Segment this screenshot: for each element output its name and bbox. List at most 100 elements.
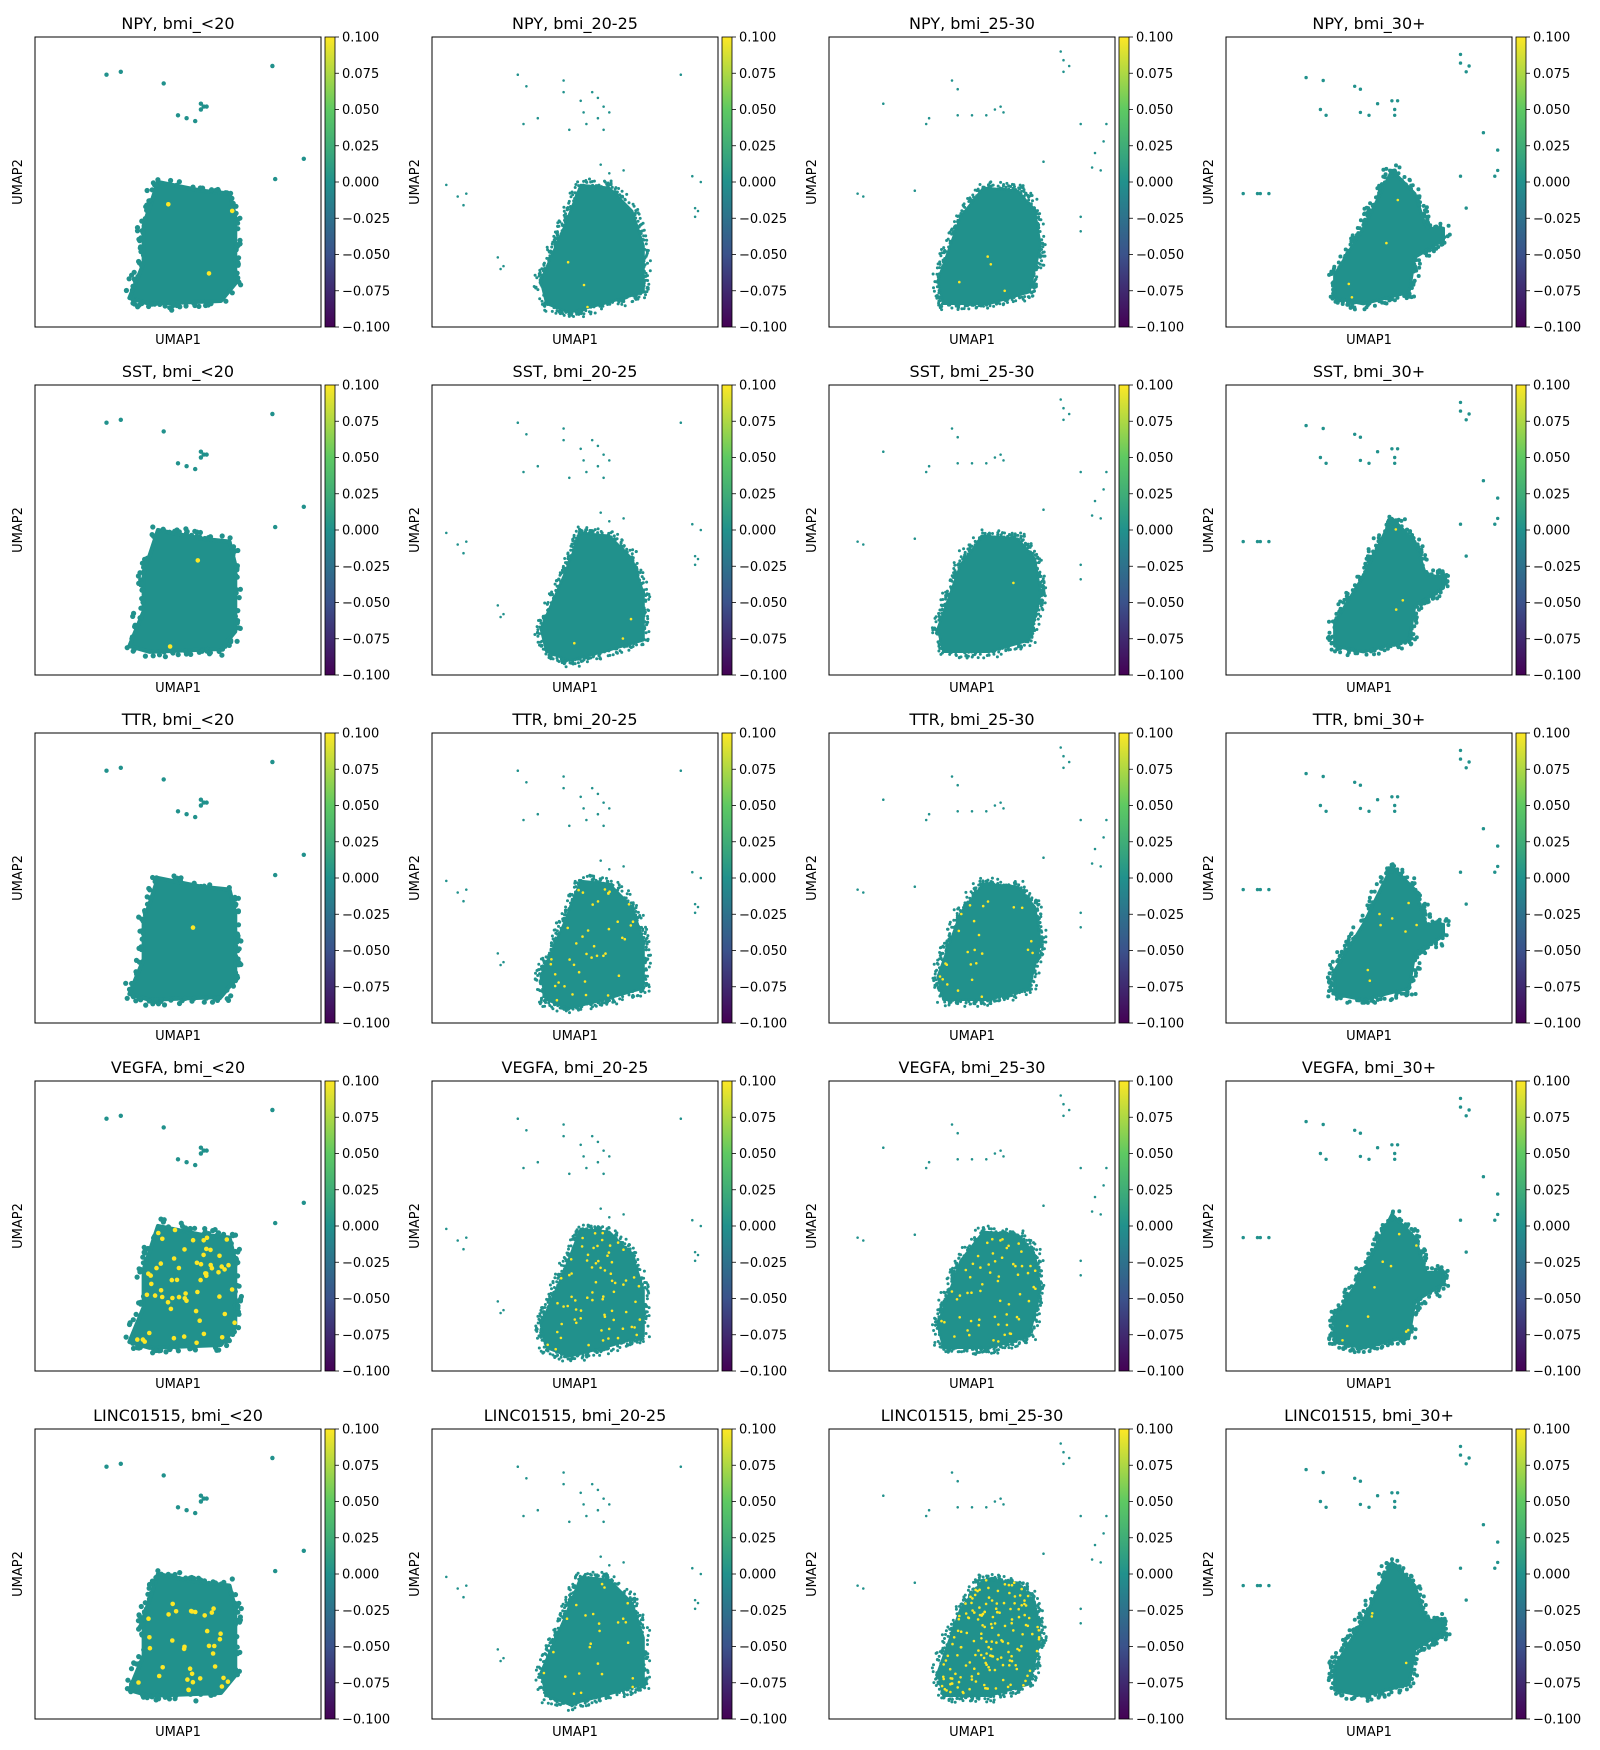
cell-point — [1401, 1341, 1406, 1346]
cell-point — [223, 1338, 229, 1344]
cell-point — [555, 589, 559, 593]
cell-point — [539, 1331, 543, 1335]
cell-point — [1423, 208, 1428, 213]
cell-point — [1372, 889, 1377, 894]
cell-point — [644, 945, 648, 949]
expressed-cell — [229, 208, 235, 214]
colorbar: 0.1000.0750.0500.0250.000−0.025−0.050−0.… — [324, 727, 390, 1032]
cell-point — [229, 290, 235, 296]
cell-point — [934, 620, 938, 624]
cell-point — [1422, 1255, 1427, 1260]
cell-point — [995, 655, 999, 659]
expressed-cell — [581, 891, 585, 894]
cell-point — [614, 191, 618, 195]
cell-point — [639, 1278, 643, 1282]
cell-point — [590, 1134, 594, 1138]
expressed-cell — [997, 1340, 1000, 1343]
cell-point — [1030, 898, 1034, 902]
cell-point — [146, 303, 152, 310]
cell-point — [1031, 294, 1035, 298]
expressed-cell — [627, 903, 631, 906]
cell-point — [924, 470, 928, 474]
umap-panel-sst-4: SST, bmi_30+UMAP1UMAP20.1000.0750.0500.0… — [1202, 362, 1581, 696]
cell-point — [937, 291, 941, 295]
cell-point — [1380, 1226, 1385, 1231]
cell-point — [1033, 206, 1036, 210]
cell-point — [633, 1259, 637, 1263]
cell-point — [1038, 250, 1041, 254]
cell-point — [557, 584, 561, 588]
cell-point — [643, 932, 647, 936]
cell-point — [644, 948, 648, 952]
cell-point — [623, 198, 627, 202]
cell-point — [150, 1001, 156, 1007]
cell-point — [152, 878, 158, 885]
cell-point — [934, 294, 938, 298]
cell-point — [957, 906, 961, 910]
cell-point — [1017, 294, 1021, 298]
cell-point — [641, 1340, 645, 1343]
cell-point — [125, 1677, 131, 1683]
expressed-cell — [1005, 1313, 1008, 1316]
colorbar-tick-label: 0.000 — [1533, 524, 1570, 539]
x-axis-label: UMAP1 — [1346, 1029, 1392, 1044]
cell-point — [1327, 272, 1332, 277]
cell-point — [646, 285, 649, 289]
expressed-cell — [1026, 948, 1030, 952]
cell-point — [543, 960, 546, 964]
cell-point — [1004, 185, 1008, 189]
cell-point — [1258, 887, 1263, 892]
cell-point — [123, 1334, 129, 1340]
cell-point — [1445, 234, 1450, 239]
cell-point — [1036, 1307, 1040, 1311]
cell-point — [1337, 1345, 1342, 1350]
cell-point — [1416, 966, 1421, 971]
umap-panel-ttr-2: TTR, bmi_20-25UMAP1UMAP20.1000.0750.0500… — [408, 710, 787, 1044]
cell-point — [594, 184, 598, 188]
cell-point — [1363, 217, 1367, 222]
cell-point — [539, 621, 543, 625]
cell-point — [187, 1225, 193, 1232]
cell-point — [557, 919, 561, 923]
cell-point — [617, 187, 621, 190]
cell-point — [956, 1158, 959, 1161]
cell-point — [1011, 535, 1014, 538]
cell-point — [1037, 561, 1041, 565]
cell-point — [598, 879, 602, 882]
cell-point — [571, 1356, 574, 1360]
cell-point — [168, 1344, 174, 1350]
cell-points — [104, 63, 307, 313]
colorbar-tick-label: 0.050 — [342, 451, 379, 466]
expressed-cell — [583, 980, 587, 983]
cell-points — [104, 411, 307, 660]
colorbar-gradient — [324, 1080, 336, 1372]
cell-point — [548, 254, 552, 258]
cell-point — [996, 877, 1000, 881]
cell-point — [585, 660, 589, 664]
cell-point — [135, 1343, 141, 1349]
cell-point — [1349, 300, 1354, 305]
cell-point — [1031, 629, 1035, 633]
expressed-cell — [608, 890, 611, 893]
cell-point — [1464, 902, 1468, 906]
cell-point — [1393, 461, 1397, 465]
cell-point — [997, 650, 1001, 654]
cell-point — [575, 538, 579, 542]
cell-point — [1369, 1345, 1374, 1350]
cell-point — [565, 1251, 569, 1255]
cell-point — [642, 259, 646, 263]
panel-title: VEGFA, bmi_25-30 — [899, 1058, 1046, 1078]
cell-point — [1400, 867, 1405, 872]
cell-point — [558, 312, 562, 316]
cell-point — [927, 812, 931, 816]
cell-point — [1035, 552, 1039, 556]
cell-point — [1029, 632, 1033, 636]
cell-point — [693, 215, 697, 219]
cell-point — [862, 543, 865, 546]
cell-point — [1427, 1294, 1432, 1299]
cell-point — [1458, 1105, 1463, 1109]
colorbar-tick-label: 0.025 — [739, 487, 776, 502]
cell-point — [139, 300, 145, 307]
colorbar-tick-label: −0.100 — [1136, 669, 1184, 684]
expressed-cell — [622, 1248, 625, 1251]
